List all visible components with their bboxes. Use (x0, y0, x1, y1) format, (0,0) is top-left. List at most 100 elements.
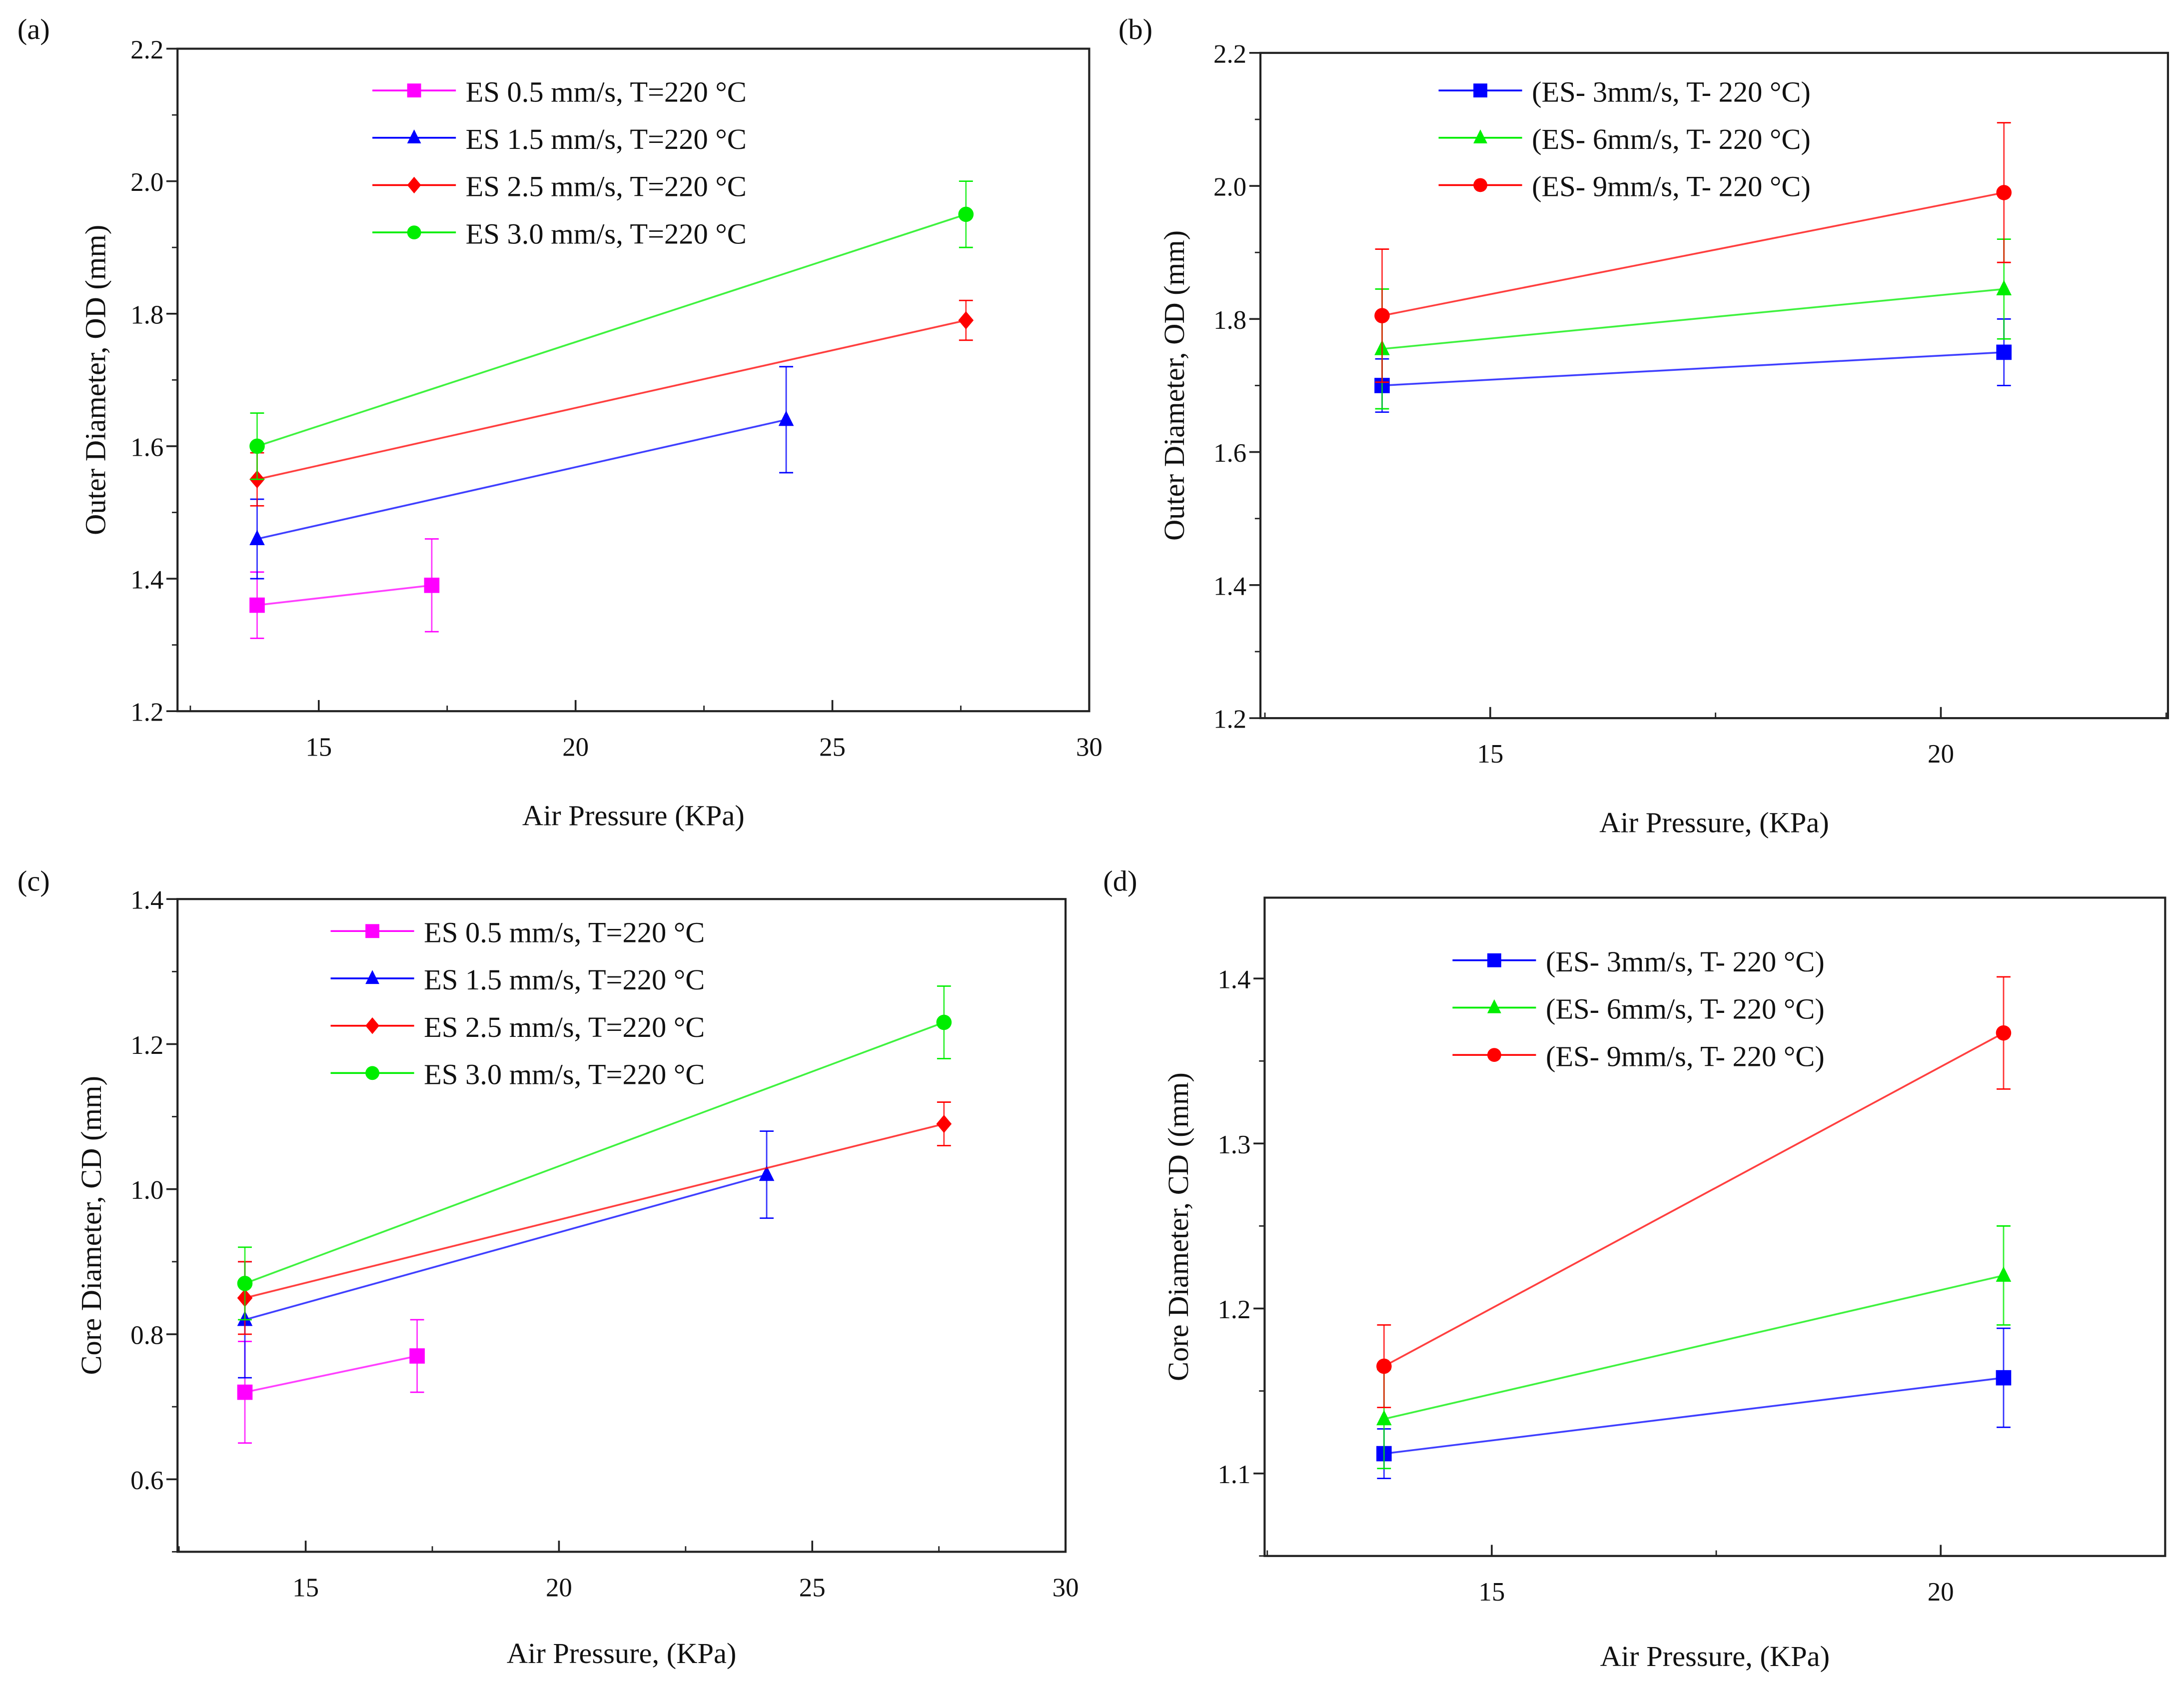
legend-label: ES 2.5 mm/s, T=220 °C (424, 1011, 705, 1043)
diamond-marker (958, 311, 974, 330)
legend-entry: ES 3.0 mm/s, T=220 °C (372, 217, 747, 250)
triangle-marker (249, 530, 265, 546)
series-line (257, 584, 432, 606)
series-4 (249, 180, 974, 480)
circle-marker (407, 225, 421, 240)
diamond-marker (365, 1017, 380, 1034)
legend-label: (ES- 3mm/s, T- 220 °C) (1546, 945, 1825, 978)
x-axis-label: Air Pressure, (KPa) (1599, 807, 1829, 839)
legend-label: (ES- 9mm/s, T- 220 °C) (1532, 170, 1811, 203)
triangle-marker (407, 129, 421, 143)
x-tick-label: 20 (1928, 1578, 1954, 1607)
square-marker (249, 597, 265, 613)
legend-entry: (ES- 9mm/s, T- 220 °C) (1452, 1040, 1825, 1072)
legend-entry: ES 2.5 mm/s, T=220 °C (372, 170, 747, 203)
series-line (1382, 288, 2004, 350)
y-tick-label: 1.2 (130, 698, 163, 727)
legend-label: ES 2.5 mm/s, T=220 °C (466, 170, 747, 203)
series-line (244, 1355, 417, 1393)
x-tick-label: 15 (305, 733, 332, 762)
y-tick-label: 1.2 (130, 1031, 163, 1060)
panel-label: (c) (17, 864, 50, 897)
legend-entry: ES 1.5 mm/s, T=220 °C (372, 123, 747, 155)
legend-label: ES 0.5 mm/s, T=220 °C (424, 916, 705, 949)
series-line (244, 1123, 945, 1299)
y-tick-label: 1.2 (1213, 705, 1246, 734)
triangle-marker (1487, 999, 1501, 1013)
square-marker (1473, 83, 1487, 97)
series-3 (1374, 122, 2012, 383)
legend-entry: ES 1.5 mm/s, T=220 °C (330, 963, 705, 996)
series-2 (1374, 238, 2012, 410)
y-tick-label: 1.8 (130, 300, 163, 329)
series-line (1382, 191, 2005, 317)
x-tick-label: 15 (292, 1574, 319, 1603)
series-3 (249, 299, 974, 507)
series-1 (1374, 318, 2012, 413)
y-tick-label: 1.3 (1217, 1130, 1250, 1159)
y-tick-label: 1.4 (1217, 965, 1250, 994)
series-3 (1376, 976, 2012, 1409)
circle-marker (936, 1014, 952, 1030)
square-marker (365, 924, 380, 938)
legend-label: ES 3.0 mm/s, T=220 °C (466, 217, 747, 250)
series-line (1384, 1377, 2004, 1455)
x-tick-label: 30 (1076, 733, 1102, 762)
legend-entry: ES 0.5 mm/s, T=220 °C (330, 916, 705, 949)
panel-label: (a) (17, 13, 50, 45)
y-tick-label: 0.8 (130, 1321, 163, 1350)
circle-marker (1996, 1025, 2012, 1041)
legend-entry: (ES- 3mm/s, T- 220 °C) (1438, 75, 1811, 108)
chart-panel-2: (b) 15 20 1.2 1.4 1.6 1.8 2.0 2.2 Air Pressure, (… (1118, 13, 2169, 839)
y-axis-label: Outer Diameter, OD (mm) (1158, 230, 1190, 541)
x-axis-label: Air Pressure, (KPa) (507, 1637, 737, 1670)
triangle-marker (759, 1165, 775, 1181)
legend-label: ES 0.5 mm/s, T=220 °C (466, 75, 747, 108)
x-tick-label: 20 (562, 733, 589, 762)
series-2 (237, 1130, 775, 1379)
y-tick-label: 1.4 (130, 886, 163, 915)
x-tick-label: 20 (1928, 740, 1954, 769)
legend-entry: (ES- 3mm/s, T- 220 °C) (1452, 945, 1825, 978)
triangle-marker (1996, 1266, 2012, 1282)
series-1 (1376, 1327, 2012, 1479)
circle-marker (1996, 185, 2012, 200)
square-marker (407, 83, 421, 97)
diamond-marker (936, 1115, 952, 1133)
y-axis-label: Outer Diameter, OD (mm) (79, 225, 111, 535)
triangle-marker (778, 410, 794, 426)
legend-label: ES 3.0 mm/s, T=220 °C (424, 1058, 705, 1091)
panel-label: (d) (1103, 864, 1137, 897)
legend-label: (ES- 9mm/s, T- 220 °C) (1546, 1040, 1825, 1072)
circle-marker (1374, 308, 1390, 324)
series-line (1383, 1274, 2004, 1420)
series-line (256, 213, 967, 447)
legend-entry: (ES- 6mm/s, T- 220 °C) (1438, 123, 1811, 155)
chart-panel-3: (c) 15 20 25 30 0.6 0.8 1.0 1.2 1.4 Air Pressure, … (17, 864, 1079, 1670)
circle-marker (1487, 1048, 1501, 1062)
plot-frame (176, 898, 1067, 1553)
legend-entry: ES 0.5 mm/s, T=220 °C (372, 75, 747, 108)
series-line (1383, 1032, 2004, 1367)
panel-label: (b) (1118, 13, 1152, 45)
circle-marker (365, 1066, 380, 1080)
legend-label: ES 1.5 mm/s, T=220 °C (424, 963, 705, 996)
y-tick-label: 1.2 (1217, 1295, 1250, 1324)
circle-marker (237, 1276, 253, 1291)
x-tick-label: 25 (819, 733, 846, 762)
diamond-marker (407, 176, 421, 194)
x-tick-label: 25 (799, 1574, 826, 1603)
circle-marker (958, 206, 974, 222)
triangle-marker (1996, 280, 2012, 295)
legend-label: (ES- 6mm/s, T- 220 °C) (1546, 993, 1825, 1025)
x-tick-label: 30 (1053, 1574, 1079, 1603)
legend-label: (ES- 3mm/s, T- 220 °C) (1532, 75, 1811, 108)
y-tick-label: 2.2 (1213, 39, 1246, 68)
y-tick-label: 1.1 (1217, 1460, 1250, 1489)
y-tick-label: 1.6 (130, 433, 163, 462)
series-line (244, 1021, 945, 1285)
series-1 (249, 538, 440, 639)
y-tick-label: 1.6 (1213, 439, 1246, 468)
series-2 (1376, 1225, 2012, 1470)
